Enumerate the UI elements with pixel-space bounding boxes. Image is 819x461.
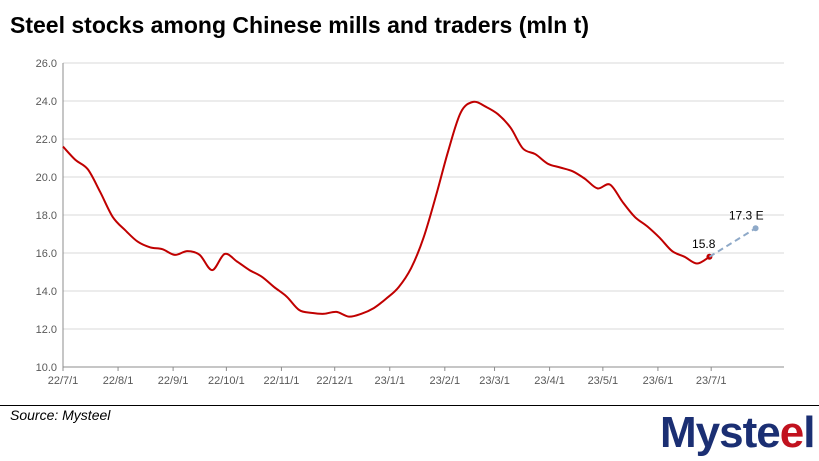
- x-tick-label: 23/2/1: [430, 375, 461, 387]
- axes: [62, 63, 784, 368]
- footer-divider: [0, 405, 819, 406]
- y-tick-label: 10.0: [36, 362, 57, 374]
- source-note: Source: Mysteel: [10, 407, 111, 423]
- mysteel-logo: Mysteel: [660, 408, 815, 457]
- y-tick-label: 24.0: [36, 96, 57, 108]
- x-tick-label: 23/3/1: [479, 375, 510, 387]
- y-tick-label: 20.0: [36, 172, 57, 184]
- line-chart: 10.0 12.0 14.0 16.0 18.0 20.0 22.0 24.0 26.0 22/…: [36, 58, 784, 387]
- x-tick-label: 23/4/1: [534, 375, 565, 387]
- x-tick-label: 22/11/1: [263, 375, 299, 387]
- y-tick-label: 22.0: [36, 134, 57, 146]
- x-tick-label: 22/12/1: [316, 375, 353, 387]
- x-tick-label: 23/1/1: [374, 375, 405, 387]
- series-group: [62, 100, 759, 318]
- stock-series-line: [62, 100, 710, 318]
- data-label: 15.8: [692, 237, 716, 251]
- estimate-point: [752, 225, 759, 232]
- y-tick-label: 26.0: [36, 58, 57, 70]
- x-tick-label: 22/10/1: [208, 375, 245, 387]
- x-tick-label: 23/7/1: [696, 375, 727, 387]
- y-tick-label: 16.0: [36, 248, 57, 260]
- chart-title: Steel stocks among Chinese mills and tra…: [10, 12, 589, 38]
- logo-text: Mysteel: [660, 408, 815, 457]
- y-axis-ticks: 10.0 12.0 14.0 16.0 18.0 20.0 22.0 24.0 26.0: [36, 58, 57, 374]
- x-axis-ticks: 22/7/1 22/8/1 22/9/1 22/10/1 22/11/1 22/12/1 2…: [48, 367, 727, 387]
- data-label: 17.3 E: [729, 208, 764, 222]
- logo-accent-letter: e: [779, 408, 805, 457]
- estimate-series-line: [708, 227, 757, 258]
- y-tick-label: 14.0: [36, 286, 57, 298]
- x-tick-label: 22/7/1: [48, 375, 79, 387]
- x-tick-label: 22/9/1: [158, 375, 189, 387]
- x-tick-label: 23/6/1: [643, 375, 674, 387]
- y-tick-label: 18.0: [36, 210, 57, 222]
- gridlines: [63, 62, 784, 330]
- y-tick-label: 12.0: [36, 324, 57, 336]
- x-tick-label: 23/5/1: [588, 375, 619, 387]
- x-tick-label: 22/8/1: [103, 375, 134, 387]
- data-labels: 15.8 17.3 E: [692, 208, 764, 251]
